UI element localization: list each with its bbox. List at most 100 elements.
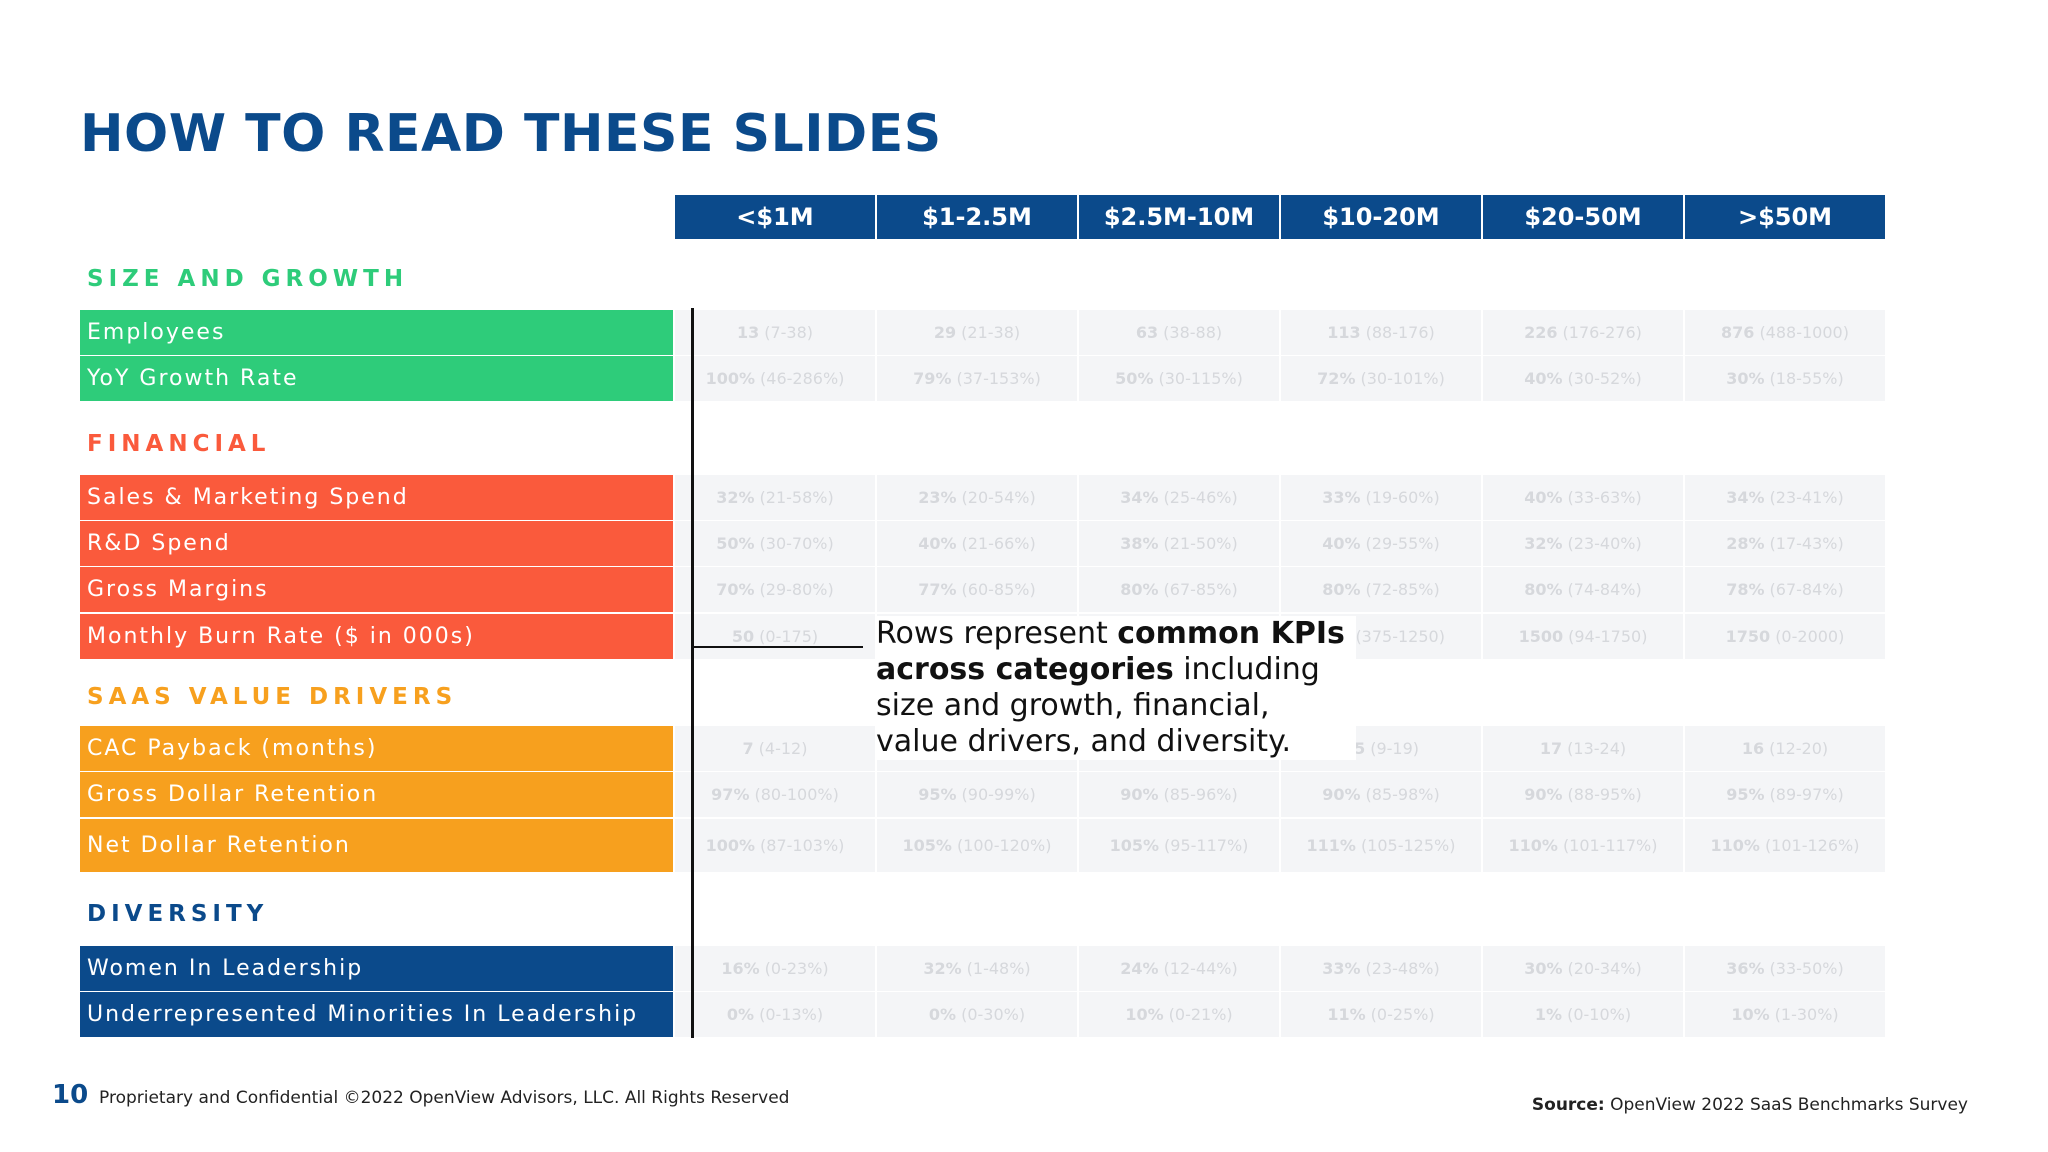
table-cell: 34% (23-41%)	[1685, 475, 1885, 520]
cell-range: (20-54%)	[961, 488, 1036, 507]
table-cell: 95% (89-97%)	[1685, 772, 1885, 817]
cell-range: (105-125%)	[1360, 836, 1456, 855]
cell-value: 24%	[1120, 959, 1159, 978]
cell-range: (0-2000)	[1775, 627, 1845, 646]
cell-value: 78%	[1726, 580, 1765, 599]
cell-range: (33-50%)	[1769, 959, 1844, 978]
row-label: Employees	[80, 310, 673, 355]
table-cell: 105% (95-117%)	[1079, 819, 1279, 872]
cell-value: 79%	[913, 369, 952, 388]
table-cell: 111% (105-125%)	[1281, 819, 1481, 872]
cell-value: 16	[1741, 739, 1765, 758]
cell-range: (30-101%)	[1360, 369, 1445, 388]
cell-value: 34%	[1120, 488, 1159, 507]
cell-value: 876	[1721, 323, 1755, 342]
cell-range: (0-21%)	[1168, 1005, 1233, 1024]
cell-value: 40%	[918, 534, 957, 553]
cell-range: (21-50%)	[1163, 534, 1238, 553]
cell-value: 110%	[1508, 836, 1558, 855]
row-label: Gross Margins	[80, 567, 673, 612]
table-cell: 97% (80-100%)	[675, 772, 875, 817]
cell-value: 40%	[1322, 534, 1361, 553]
cell-range: (90-99%)	[961, 785, 1036, 804]
cell-range: (95-117%)	[1164, 836, 1249, 855]
row-label: CAC Payback (months)	[80, 726, 673, 771]
cell-range: (23-41%)	[1769, 488, 1844, 507]
table-cell: 10% (1-30%)	[1685, 992, 1885, 1037]
cell-value: 113	[1327, 323, 1361, 342]
column-header: >$50M	[1685, 195, 1885, 239]
cell-range: (101-126%)	[1764, 836, 1860, 855]
cell-range: (1-30%)	[1774, 1005, 1839, 1024]
cell-value: 90%	[1322, 785, 1361, 804]
table-cell: 29 (21-38)	[877, 310, 1077, 355]
cell-range: (7-38)	[764, 323, 814, 342]
cell-range: (74-84%)	[1567, 580, 1642, 599]
table-cell: 17 (13-24)	[1483, 726, 1683, 771]
cell-value: 95%	[1726, 785, 1765, 804]
table-cell: 77% (60-85%)	[877, 567, 1077, 612]
table-cell: 80% (67-85%)	[1079, 567, 1279, 612]
cell-value: 80%	[1322, 580, 1361, 599]
table-cell: 113 (88-176)	[1281, 310, 1481, 355]
table-cell: 105% (100-120%)	[877, 819, 1077, 872]
table-cell: 10% (0-21%)	[1079, 992, 1279, 1037]
cell-value: 29	[933, 323, 957, 342]
table-cell: 876 (488-1000)	[1685, 310, 1885, 355]
cell-range: (33-63%)	[1567, 488, 1642, 507]
cell-value: 97%	[711, 785, 750, 804]
table-cell: 226 (176-276)	[1483, 310, 1683, 355]
table-cell: 38% (21-50%)	[1079, 521, 1279, 566]
table-cell: 16 (12-20)	[1685, 726, 1885, 771]
table-cell: 50 (0-175)	[675, 614, 875, 659]
cell-range: (20-34%)	[1567, 959, 1642, 978]
cell-value: 16%	[721, 959, 760, 978]
section-title: DIVERSITY	[87, 901, 269, 927]
cell-value: 13	[736, 323, 760, 342]
cell-value: 10%	[1125, 1005, 1164, 1024]
row-label: R&D Spend	[80, 521, 673, 566]
cell-range: (17-43%)	[1769, 534, 1844, 553]
cell-value: 90%	[1120, 785, 1159, 804]
source: Source: OpenView 2022 SaaS Benchmarks Su…	[1532, 1095, 1968, 1115]
cell-range: (29-55%)	[1365, 534, 1440, 553]
cell-range: (67-84%)	[1769, 580, 1844, 599]
cell-value: 17	[1539, 739, 1563, 758]
table-cell: 0% (0-13%)	[675, 992, 875, 1037]
table-cell: 40% (30-52%)	[1483, 356, 1683, 401]
table-cell: 1% (0-10%)	[1483, 992, 1683, 1037]
table-cell: 78% (67-84%)	[1685, 567, 1885, 612]
cell-range: (13-24)	[1567, 739, 1627, 758]
table-cell: 23% (20-54%)	[877, 475, 1077, 520]
cell-range: (100-120%)	[956, 836, 1052, 855]
cell-range: (30-115%)	[1158, 369, 1243, 388]
cell-range: (0-30%)	[961, 1005, 1026, 1024]
cell-value: 36%	[1726, 959, 1765, 978]
cell-range: (9-19)	[1370, 739, 1420, 758]
table-cell: 50% (30-115%)	[1079, 356, 1279, 401]
pointer-line	[693, 646, 863, 648]
cell-value: 0%	[726, 1005, 755, 1024]
row-label: YoY Growth Rate	[80, 356, 673, 401]
cell-value: 40%	[1524, 369, 1563, 388]
row-label: Women In Leadership	[80, 946, 673, 991]
table-cell: 11% (0-25%)	[1281, 992, 1481, 1037]
table-cell: 33% (19-60%)	[1281, 475, 1481, 520]
cell-value: 34%	[1726, 488, 1765, 507]
cell-value: 111%	[1306, 836, 1356, 855]
cell-range: (19-60%)	[1365, 488, 1440, 507]
cell-range: (21-38)	[961, 323, 1021, 342]
cell-range: (176-276)	[1562, 323, 1642, 342]
cell-value: 32%	[1524, 534, 1563, 553]
table-cell: 50% (30-70%)	[675, 521, 875, 566]
row-label: Underrepresented Minorities In Leadershi…	[80, 992, 673, 1037]
table-cell: 79% (37-153%)	[877, 356, 1077, 401]
cell-range: (85-96%)	[1163, 785, 1238, 804]
annotation-bold: common KPIs across categories	[876, 616, 1345, 687]
table-cell: 70% (29-80%)	[675, 567, 875, 612]
table-cell: 32% (21-58%)	[675, 475, 875, 520]
cell-range: (88-176)	[1365, 323, 1435, 342]
table-cell: 100% (46-286%)	[675, 356, 875, 401]
cell-range: (0-25%)	[1370, 1005, 1435, 1024]
cell-value: 1500	[1518, 627, 1564, 646]
